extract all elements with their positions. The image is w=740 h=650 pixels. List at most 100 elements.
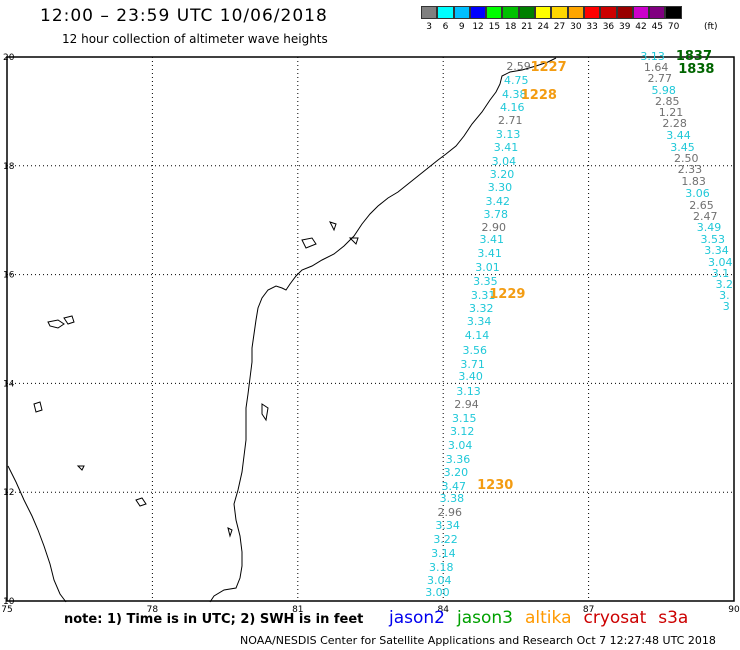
scale-swatch [632,6,650,19]
legend-jason3: jason3 [457,608,513,628]
lon-tick-label: 84 [437,605,449,615]
wave-height-value: 3.04 [708,255,733,269]
scale-swatch [665,6,682,19]
wave-height-value: 3.47 [441,479,467,493]
wave-height-value: 2.85 [655,94,680,108]
scale-bin-39: 39 [616,6,633,32]
lat-tick-label: 16 [3,271,15,281]
scale-bin-30: 30 [567,6,584,32]
wave-height-value: 2.65 [689,198,714,212]
scale-label: 33 [586,22,598,32]
scale-bin-15: 15 [486,6,503,32]
scale-bin-18: 18 [502,6,519,32]
scale-label: 42 [635,22,647,32]
wave-height-value: 3.00 [425,585,450,599]
scale-swatch [437,6,454,19]
scale-swatch [453,6,470,19]
wave-height-value: 3.31 [470,289,496,303]
wave-height-value: 3.41 [479,233,505,247]
lat-tick-label: 14 [3,379,15,389]
scale-label: 39 [618,22,631,32]
wave-height-value: 3.71 [460,357,485,371]
wave-height-value: 3.1 [711,267,730,281]
scale-bin-24: 24 [535,6,552,32]
wave-height-value: 3.13 [640,50,665,63]
scale-label: 15 [488,22,501,32]
wave-height-value: 3.04 [447,438,473,452]
wave-height-value: 3.30 [487,180,513,194]
wave-height-value: 3.35 [473,275,498,289]
wave-height-value: 2.28 [662,116,687,130]
wave-height-value: 3.34 [466,315,492,329]
wave-height-value: 3. [719,289,730,303]
scale-swatch [551,6,568,19]
wave-height-value: 3.56 [462,343,488,357]
legend-altika: altika [525,608,572,628]
scale-bin-45: 45 [649,6,666,32]
wave-height-value: 3.15 [452,411,477,425]
axis-labels: 75 78 81 84 87 90 20 18 16 14 12 10 [1,53,740,615]
lat-tick-label: 18 [3,162,15,172]
island-2 [63,315,75,325]
wave-height-value: 2.96 [437,505,463,519]
wave-height-value: 3.2 [715,278,734,292]
wave-height-value: 1.21 [658,106,684,120]
scale-label: 27 [553,22,566,32]
scale-swatch [469,6,487,19]
wave-height-value: 3.40 [458,370,483,384]
scale-swatch [486,6,503,19]
wave-height-value: 2.50 [674,152,699,166]
wave-height-value: 3.41 [477,247,502,261]
lon-tick-label: 90 [728,605,740,615]
scale-label: 18 [504,22,517,32]
wave-height-value: 3.34 [435,519,460,533]
wave-height-value: 2.71 [498,113,523,127]
pass-time-label: 1227 [530,59,567,75]
scale-swatch [600,6,617,19]
scale-swatch [421,6,438,19]
wave-height-value: 4.16 [500,100,525,114]
scale-label: 9 [458,22,465,32]
scale-swatch [502,6,519,19]
pass-time-label: 1230 [477,477,514,493]
scale-swatch [518,6,536,19]
island-4 [135,497,147,507]
wave-height-value: 3.36 [445,452,471,466]
island-9 [261,403,269,422]
satellite-legend: jason2 jason3 altika cryosat s3a [389,608,700,628]
wave-height-value: 1.83 [681,174,706,188]
lat-tick-label: 12 [3,488,14,498]
island-10 [227,527,233,538]
island-3 [33,401,43,413]
wave-height-value: 3.06 [685,186,710,200]
wave-height-value: 3.18 [429,560,454,574]
pass-time-label: 1837 [675,49,713,64]
wave-height-value: 3.78 [483,207,509,221]
scale-label: 12 [472,22,484,32]
map-title: 12:00 – 23:59 UTC 10/06/2018 [40,6,328,26]
wave-height-value: 2.59 [506,59,531,73]
wave-height-value: 1.64 [643,60,669,74]
legend-cryosat: cryosat [583,608,647,628]
wave-height-value: 3.01 [475,261,500,275]
scale-swatch [567,6,584,19]
coastline [7,57,557,603]
wave-height-value: 3.42 [485,194,511,208]
wave-height-value: 3.12 [449,425,475,439]
scale-label: 21 [521,22,533,32]
units-note: note: 1) Time is in UTC; 2) SWH is in fe… [64,612,364,627]
scale-label: 45 [651,22,664,32]
wave-height-value: 3.04 [427,573,452,587]
island-6 [301,237,317,249]
wave-height-value: 3.44 [666,128,691,142]
scale-bin-12: 12 [469,6,487,32]
scale-bin-36: 36 [600,6,617,32]
wave-height-value: 2.94 [454,397,479,411]
wave-height-value: 3.20 [489,167,515,181]
wave-height-value: 3.34 [704,244,729,258]
wave-height-value: 3.14 [431,547,456,561]
color-scale-legend: 3 6 9 12 15 18 21 24 27 30 33 36 39 42 45 70 [421,6,682,32]
wave-height-value: 3.32 [468,301,494,315]
lat-tick-label: 10 [3,597,15,607]
scale-swatch [616,6,633,19]
